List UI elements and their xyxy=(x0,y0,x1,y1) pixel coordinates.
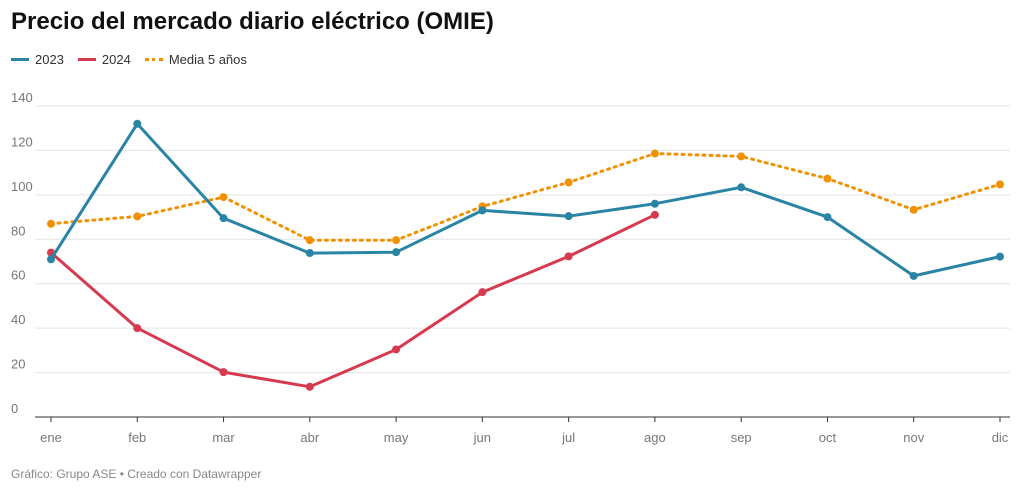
x-tick-label: dic xyxy=(992,430,1009,445)
data-point xyxy=(478,206,487,215)
series-line-media-5-años xyxy=(49,152,1002,242)
chart-credit: Gráfico: Grupo ASE • Creado con Datawrap… xyxy=(11,467,262,481)
data-point xyxy=(133,212,142,221)
data-point xyxy=(47,219,55,228)
legend-item-media: Media 5 años xyxy=(144,52,247,67)
legend-label-2023: 2023 xyxy=(35,52,64,67)
y-tick-label: 140 xyxy=(11,92,33,105)
data-point xyxy=(392,236,401,245)
data-point xyxy=(564,252,573,261)
legend-swatch-2024 xyxy=(77,58,96,61)
x-tick-label: sep xyxy=(731,430,752,445)
chart-legend: 2023 2024 Media 5 años xyxy=(11,52,247,67)
y-tick-label: 100 xyxy=(11,179,33,194)
y-tick-label: 40 xyxy=(11,312,25,327)
series-line-2023 xyxy=(49,122,1002,278)
x-tick-label: feb xyxy=(128,430,146,445)
data-point xyxy=(305,249,314,258)
data-point xyxy=(133,324,142,333)
data-point xyxy=(305,382,314,391)
y-tick-label: 80 xyxy=(11,223,25,238)
data-point xyxy=(478,288,487,297)
data-point xyxy=(650,149,659,158)
data-point xyxy=(219,193,228,202)
y-tick-label: 20 xyxy=(11,357,25,372)
data-point xyxy=(305,236,314,245)
legend-item-2024: 2024 xyxy=(77,52,131,67)
data-point xyxy=(737,152,746,161)
x-tick-label: nov xyxy=(903,430,924,445)
x-tick-label: may xyxy=(384,430,409,445)
line-chart: 0 20 40 60 80 100 120 140 ene feb mar abr may jun jul a… xyxy=(11,92,1010,445)
legend-label-2024: 2024 xyxy=(101,52,131,67)
x-tick-label: abr xyxy=(300,430,319,445)
data-point xyxy=(219,214,228,223)
y-tick-label: 60 xyxy=(11,268,25,283)
data-point xyxy=(823,213,832,222)
data-point xyxy=(996,252,1004,261)
data-point xyxy=(909,205,918,214)
legend-item-2023: 2023 xyxy=(11,52,64,67)
data-point xyxy=(650,210,659,219)
x-tick-label: mar xyxy=(212,430,235,445)
chart-title: Precio del mercado diario eléctrico (OMI… xyxy=(11,8,494,35)
data-point xyxy=(909,271,918,280)
series-line-2024 xyxy=(49,213,657,389)
x-tick-label: jun xyxy=(473,430,491,445)
y-tick-label: 0 xyxy=(11,401,18,416)
data-point xyxy=(823,174,832,183)
x-tick-label: ene xyxy=(40,430,62,445)
data-point xyxy=(996,180,1004,189)
data-point xyxy=(737,183,746,192)
legend-swatch-media xyxy=(144,58,163,61)
data-point xyxy=(564,178,573,187)
data-point xyxy=(650,199,659,208)
data-point xyxy=(219,368,228,377)
legend-swatch-2023 xyxy=(11,58,29,61)
data-point xyxy=(133,119,142,128)
x-tick-label: oct xyxy=(819,430,837,445)
x-tick-label: jul xyxy=(561,430,575,445)
data-point xyxy=(392,345,401,354)
y-tick-label: 120 xyxy=(11,134,33,149)
x-tick-label: ago xyxy=(644,430,666,445)
data-point xyxy=(564,212,573,221)
data-point xyxy=(47,255,55,264)
legend-label-media: Media 5 años xyxy=(168,52,247,67)
data-point xyxy=(392,248,401,257)
